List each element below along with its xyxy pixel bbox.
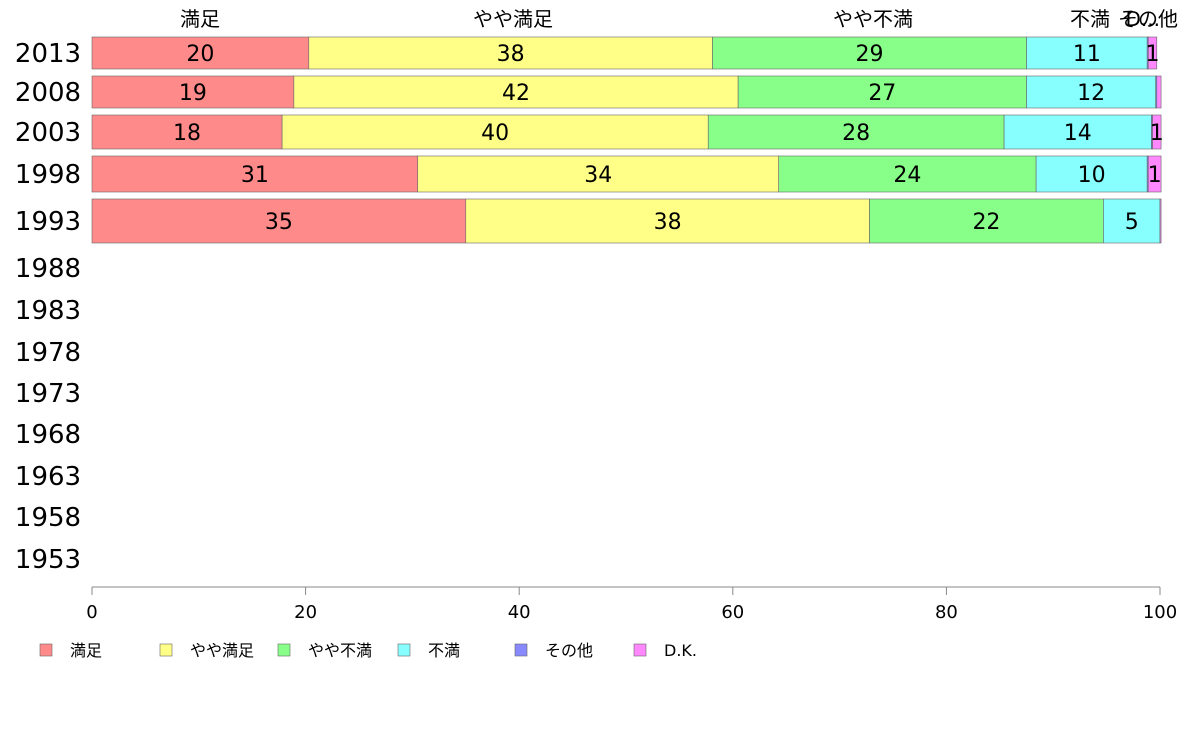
bar-value-label: 28: [842, 121, 870, 146]
bar-value-label: 18: [173, 121, 201, 146]
year-label-1978: 1978: [15, 338, 81, 368]
year-label-1983: 1983: [15, 296, 81, 326]
year-label-1958: 1958: [15, 503, 81, 533]
bar-value-label: 14: [1064, 121, 1092, 146]
bar-value-label: 35: [265, 210, 293, 235]
bar-segment-1993-5: [1159, 198, 1162, 244]
year-label-1973: 1973: [15, 379, 81, 409]
bar-value-label: 38: [497, 42, 525, 67]
bar-segment-2013-3: [1026, 36, 1148, 70]
legend: 満足 やや満足 やや不満 不満 その他 D.K.: [39, 641, 697, 660]
legend-swatch-3: [397, 643, 411, 657]
bar-segment-2003-0: [91, 114, 283, 150]
bar-segment-2008-3: [1026, 75, 1157, 109]
legend-label-3: 不満: [428, 641, 460, 660]
year-label-1953: 1953: [15, 545, 81, 575]
bar-segment-2013-0: [91, 36, 310, 70]
bar-value-label: 20: [186, 42, 214, 67]
bar-segment-2008-2: [737, 75, 1027, 109]
bar-value-label: 1: [1148, 163, 1162, 188]
bar-value-label: 29: [856, 42, 884, 67]
bar-segment-1998-2: [778, 155, 1037, 193]
bar-segment-1998-5: [1147, 155, 1162, 193]
bar-value-label: 10: [1078, 163, 1106, 188]
bar-segment-1998-0: [91, 155, 419, 193]
bar-value-label: 31: [241, 163, 269, 188]
x-tick-label: 80: [935, 602, 958, 623]
x-tick-label: 40: [508, 602, 531, 623]
bar-value-label: 19: [179, 81, 207, 106]
bar-segment-2003-3: [1003, 114, 1152, 150]
bar-value-label: 42: [502, 81, 530, 106]
legend-swatch-5: [633, 643, 647, 657]
x-axis: 0 20 40 60 80 100: [86, 586, 1177, 623]
top-label-4: その他: [1118, 7, 1178, 31]
x-tick-label: 0: [86, 602, 97, 623]
legend-label-1: やや満足: [190, 641, 254, 660]
top-category-labels: 満足 やや満足 やや不満 不満 その他D...: [180, 7, 1178, 31]
bar-segment-2013-2: [712, 36, 1027, 70]
bar-segment-1993-3: [1103, 198, 1161, 244]
legend-label-4: その他: [545, 641, 593, 660]
legend-label-2: やや不満: [308, 641, 372, 660]
x-tick-label: 60: [721, 602, 744, 623]
bar-value-label: 12: [1077, 81, 1105, 106]
legend-label-0: 満足: [70, 641, 102, 660]
top-label-3: 不満: [1070, 7, 1110, 31]
year-label-2003: 2003: [15, 118, 81, 148]
legend-swatch-1: [159, 643, 173, 657]
bar-value-label: 38: [654, 210, 682, 235]
bar-value-label: 40: [481, 121, 509, 146]
bar-value-label: 27: [868, 81, 896, 106]
year-label-1968: 1968: [15, 420, 81, 450]
bar-segment-1993-0: [91, 198, 467, 244]
top-label-0: 満足: [180, 7, 220, 31]
bar-segment-2013-5: [1147, 36, 1158, 70]
bar-value-label: 22: [972, 210, 1000, 235]
bar-segment-1993-1: [465, 198, 870, 244]
bar-segment-2008-0: [91, 75, 295, 109]
year-label-2008: 2008: [15, 78, 81, 108]
bar-value-label: 1: [1146, 42, 1160, 67]
bar-segment-1998-1: [417, 155, 780, 193]
legend-label-5: D.K.: [664, 641, 697, 660]
bar-segment-2008-1: [293, 75, 739, 109]
top-label-1: やや満足: [473, 7, 553, 31]
x-tick-label: 20: [294, 602, 317, 623]
legend-swatch-0: [39, 643, 53, 657]
legend-swatch-4: [514, 643, 528, 657]
bar-segment-2013-1: [308, 36, 713, 70]
bar-segment-1993-2: [869, 198, 1104, 244]
year-label-1998: 1998: [15, 160, 81, 190]
year-label-1963: 1963: [15, 462, 81, 492]
bar-value-label: 5: [1125, 210, 1139, 235]
year-label-1993: 1993: [15, 207, 81, 237]
bar-segment-2003-2: [707, 114, 1005, 150]
top-label-5: D...: [1126, 7, 1160, 31]
bar-value-label: 34: [584, 163, 612, 188]
bar-value-label: 1: [1150, 121, 1164, 146]
bar-segment-1998-3: [1035, 155, 1148, 193]
top-label-2: やや不満: [833, 7, 913, 31]
bar-value-label: 11: [1073, 42, 1101, 67]
bar-segment-2008-5: [1156, 75, 1162, 109]
year-label-2013: 2013: [15, 39, 81, 69]
bar-value-label: 24: [893, 163, 921, 188]
year-labels: 2013 2008 2003 1998 1993 1988 1983 1978 1973 1968…: [15, 39, 81, 575]
x-tick-label: 100: [1143, 602, 1177, 623]
bar-segment-2003-5: [1152, 114, 1162, 150]
year-label-1988: 1988: [15, 254, 81, 284]
legend-swatch-2: [277, 643, 291, 657]
